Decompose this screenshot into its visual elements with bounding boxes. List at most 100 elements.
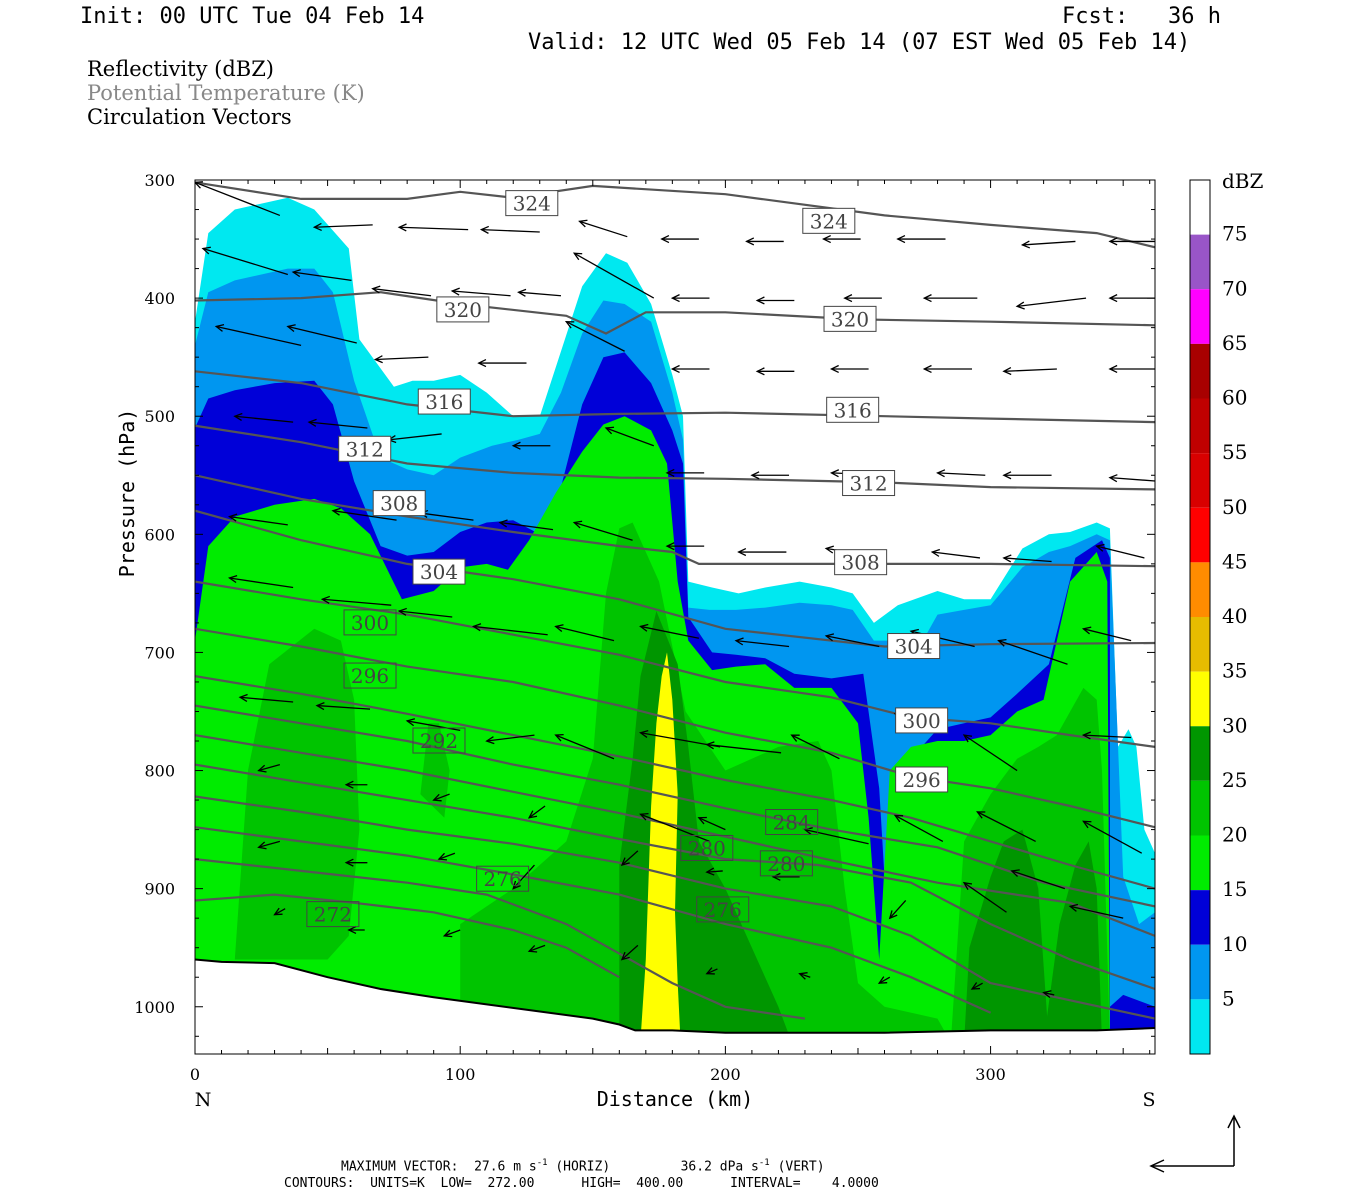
vector-head (893, 814, 904, 823)
theta-label-324-0: 324 (505, 190, 559, 217)
vector-shaft (1083, 628, 1132, 642)
colorbar-label: 5 (1222, 986, 1235, 1010)
theta-label-box (842, 470, 896, 497)
y-tick-label: 600 (144, 525, 175, 544)
theta-label-text: 276 (704, 898, 742, 922)
vector-head (498, 519, 508, 528)
vector-59 (471, 623, 548, 636)
vector-head (1095, 543, 1105, 552)
vector-35 (307, 418, 368, 429)
vector-shaft (240, 696, 294, 703)
x-tick-label: 300 (975, 1065, 1006, 1084)
vector-shaft (826, 635, 880, 648)
vector-shaft (229, 515, 288, 526)
vector-shaft (234, 415, 294, 423)
theta-label-text: 308 (380, 492, 418, 516)
vector-head (670, 364, 680, 374)
vector-92 (620, 850, 639, 867)
vector-19 (843, 294, 882, 303)
vector-shaft (1022, 240, 1076, 246)
vector-61 (639, 623, 699, 639)
south-label: S (1142, 1089, 1155, 1111)
theta-label-316-0: 316 (417, 388, 471, 415)
vector-86 (975, 811, 1036, 842)
vector-shaft (621, 944, 639, 960)
vector-87 (1082, 820, 1143, 854)
vector-shaft (1043, 991, 1055, 996)
theta-label-box (343, 662, 397, 689)
theta-label-box (417, 388, 471, 415)
theta-label-308-0: 308 (372, 490, 426, 517)
vector-shaft (1109, 476, 1155, 482)
vector-82 (639, 812, 710, 843)
theta-label-box (887, 633, 941, 660)
colorbar-label: 15 (1222, 877, 1247, 901)
theta-label-276-0: 276 (476, 865, 530, 892)
colorbar-label: 60 (1222, 386, 1247, 410)
colorbar-swatch (1190, 944, 1210, 1000)
theta-line-3 (195, 424, 1155, 491)
vector-head (214, 323, 225, 332)
vector-31 (922, 364, 973, 374)
vector-0 (195, 181, 281, 217)
vector-shaft (420, 512, 474, 521)
vector-shaft (706, 743, 782, 754)
vector-33 (1108, 364, 1155, 374)
vector-shaft (1003, 368, 1057, 372)
theta-label-296-1: 296 (895, 766, 949, 793)
theta-label-box (759, 850, 813, 877)
theta-label-text: 296 (903, 768, 941, 792)
colorbar-swatch (1190, 289, 1210, 344)
vector-head (771, 872, 781, 881)
vector-shaft (791, 734, 840, 760)
vector-49 (572, 520, 633, 541)
vector-head (1108, 474, 1118, 483)
vector-shaft (528, 944, 546, 952)
vector-shaft (1017, 297, 1087, 308)
field-reflectivity: Reflectivity (dBZ) (87, 57, 275, 81)
colorbar-swatch (1190, 234, 1210, 290)
colorbar-swatch (1190, 453, 1210, 508)
colorbar-label: 30 (1222, 713, 1247, 737)
theta-label-312-0: 312 (338, 435, 392, 462)
max-vector-label: MAXIMUM VECTOR: 27.6 m s-1 (HORIZ) 36.2 … (341, 1158, 825, 1175)
vector-head (527, 945, 538, 953)
vector-97 (1010, 869, 1066, 890)
vector-head (665, 542, 675, 551)
vector-16 (572, 252, 655, 299)
theta-label-box (476, 865, 530, 892)
vector-shaft (735, 639, 790, 648)
vector-head (620, 857, 630, 867)
vector-head (1081, 731, 1092, 740)
vector-shaft (573, 252, 655, 299)
theta-label-292-0: 292 (412, 727, 466, 754)
x-tick-label: 200 (710, 1065, 741, 1084)
x-tick-label: 0 (190, 1065, 200, 1084)
colorbar-label: 75 (1222, 222, 1247, 246)
vector-3 (479, 225, 540, 234)
vector-39 (665, 468, 705, 477)
colorbar-label: 65 (1222, 331, 1247, 355)
vector-shaft (971, 982, 983, 990)
vector-shaft (963, 882, 1007, 913)
theta-label-text: 316 (425, 390, 463, 414)
theta-label-text: 292 (420, 729, 458, 753)
vector-48 (498, 519, 554, 531)
vector-66 (1081, 626, 1132, 642)
vector-90 (437, 852, 456, 861)
theta-label-text: 320 (831, 307, 869, 331)
vector-107 (970, 982, 983, 990)
vector-head (755, 296, 765, 305)
vector-head (437, 852, 448, 861)
theta-label-text: 324 (810, 209, 848, 233)
vector-shaft (565, 321, 625, 352)
colorbar-frame (1189, 179, 1211, 1055)
vector-shaft (444, 929, 461, 937)
vector-65 (997, 639, 1068, 665)
vector-93 (705, 867, 723, 876)
theta-label-box (680, 834, 734, 861)
vector-27 (564, 321, 625, 352)
vector-25 (373, 355, 429, 364)
vector-shaft (486, 734, 535, 742)
contours-info: CONTOURS: UNITS=K LOW= 272.00 HIGH= 400.… (284, 1176, 879, 1191)
